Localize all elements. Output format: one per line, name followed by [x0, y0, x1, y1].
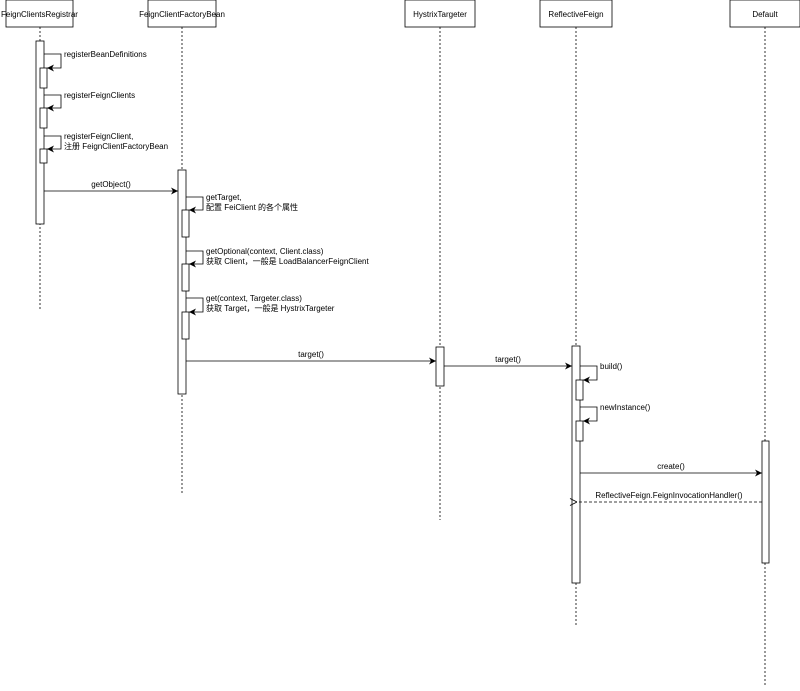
- self-message: build(): [580, 362, 623, 384]
- participant-3[interactable]: ReflectiveFeign: [539, 0, 613, 28]
- self-message: getTarget,配置 FeiClient 的各个属性: [186, 193, 298, 214]
- message-label: create(): [657, 462, 685, 471]
- message-label: ReflectiveFeign.FeignInvocationHandler(): [595, 491, 743, 500]
- message: target(): [186, 350, 436, 365]
- message-label: getObject(): [91, 180, 131, 189]
- participant-name: FeignClientsRegistrar: [1, 10, 78, 19]
- activation-bar: [39, 67, 48, 89]
- message: target(): [444, 355, 572, 370]
- self-message: registerFeignClient,注册 FeignClientFactor…: [44, 132, 168, 153]
- self-message-arrow: [580, 406, 598, 425]
- message-label: registerFeignClients: [64, 91, 135, 100]
- message-label: get(context, Targeter.class): [206, 294, 302, 303]
- message-label: registerFeignClient,: [64, 132, 133, 141]
- message-label: target(): [298, 350, 324, 359]
- activation-bar: [761, 440, 770, 564]
- message: create(): [580, 462, 762, 477]
- message-label-line2: 获取 Client，一般是 LoadBalancerFeignClient: [206, 256, 370, 266]
- participant-box: [539, 0, 613, 28]
- activation-bar: [39, 107, 48, 129]
- message-label: registerBeanDefinitions: [64, 50, 147, 59]
- participant-box: [729, 0, 800, 28]
- self-message: getOptional(context, Client.class)获取 Cli…: [186, 247, 370, 268]
- activation-bar: [571, 345, 581, 584]
- participant-4[interactable]: Default: [729, 0, 800, 28]
- self-message-arrow: [580, 365, 598, 384]
- self-message-arrow: [44, 94, 62, 112]
- self-message: registerFeignClients: [44, 91, 135, 112]
- participant-name: ReflectiveFeign: [548, 10, 603, 19]
- participant-box: [147, 0, 217, 28]
- self-message: newInstance(): [580, 403, 651, 425]
- message-label: newInstance(): [600, 403, 651, 412]
- message-label: build(): [600, 362, 623, 371]
- participant-name: FeignClientFactoryBean: [139, 10, 225, 19]
- self-message: get(context, Targeter.class)获取 Target，一般…: [186, 294, 335, 316]
- participant-2[interactable]: HystrixTargeter: [404, 0, 476, 28]
- participant-box: [5, 0, 74, 28]
- activation-bar: [181, 311, 190, 340]
- activation-bar: [575, 379, 584, 401]
- participant-0[interactable]: FeignClientsRegistrar: [1, 0, 78, 28]
- self-message: registerBeanDefinitions: [44, 50, 147, 72]
- self-message-arrow: [186, 250, 204, 268]
- message-label-line2: 获取 Target，一般是 HystrixTargeter: [206, 303, 335, 313]
- message-label-line2: 注册 FeignClientFactoryBean: [64, 141, 168, 151]
- message-label: target(): [495, 355, 521, 364]
- activation-bar: [435, 346, 445, 387]
- message: getObject(): [44, 180, 178, 195]
- return-message: ReflectiveFeign.FeignInvocationHandler(): [577, 491, 762, 502]
- self-message-arrow: [44, 135, 62, 153]
- activation-bar: [181, 209, 190, 238]
- participant-1[interactable]: FeignClientFactoryBean: [139, 0, 225, 28]
- participant-box: [404, 0, 476, 28]
- message-label: getOptional(context, Client.class): [206, 247, 324, 256]
- participant-name: Default: [752, 10, 778, 19]
- self-message-arrow: [186, 297, 204, 316]
- activation-bar: [575, 420, 584, 442]
- self-message-arrow: [44, 53, 62, 72]
- activation-bar: [35, 40, 45, 225]
- activation-bar: [181, 263, 190, 292]
- message-label: getTarget,: [206, 193, 242, 202]
- participant-name: HystrixTargeter: [413, 10, 467, 19]
- message-label-line2: 配置 FeiClient 的各个属性: [206, 202, 298, 212]
- self-message-arrow: [186, 196, 204, 214]
- activation-bar: [39, 148, 48, 164]
